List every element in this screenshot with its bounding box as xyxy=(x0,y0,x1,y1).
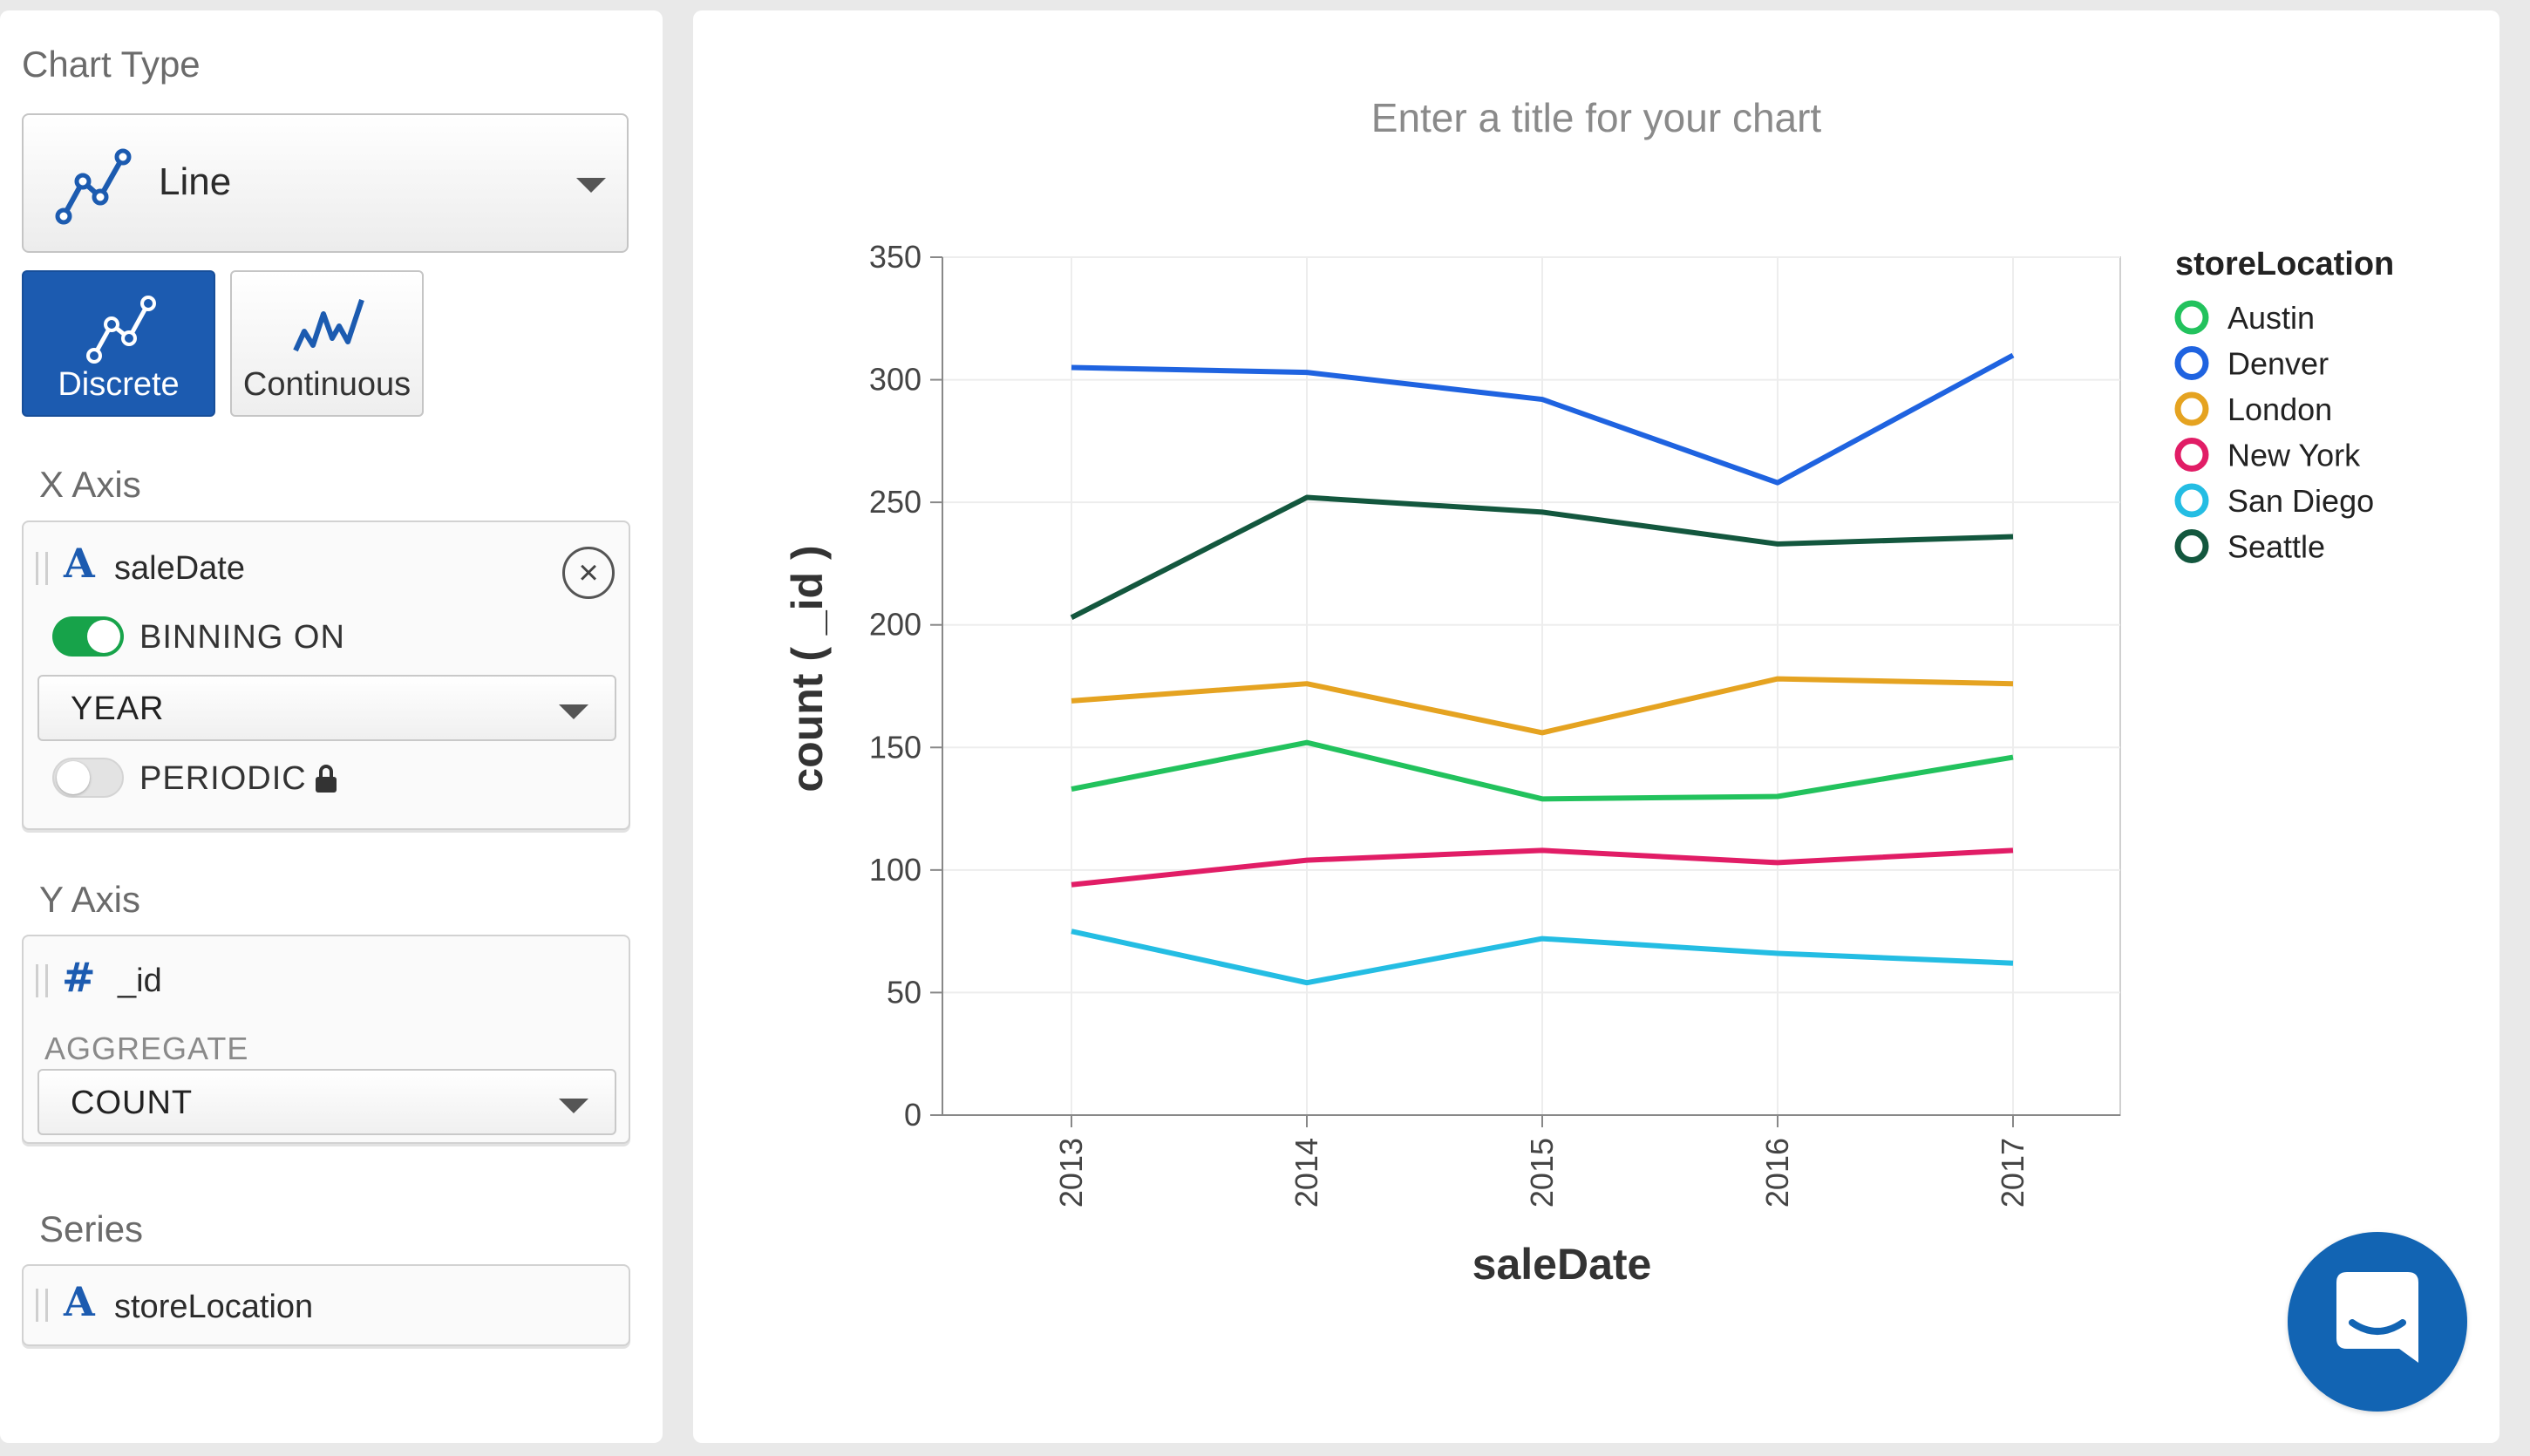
drag-handle-icon[interactable] xyxy=(36,964,48,997)
number-type-icon: # xyxy=(62,954,96,1001)
continuous-line-icon xyxy=(293,299,364,352)
legend-item-label: San Diego xyxy=(2227,483,2374,519)
bin-select-value: YEAR xyxy=(71,691,165,727)
continuous-label: Continuous xyxy=(242,366,411,403)
x-tick-label: 2015 xyxy=(1524,1138,1560,1208)
binning-toggle[interactable] xyxy=(52,616,124,657)
periodic-label: PERIODIC xyxy=(139,760,307,797)
y-tick-label: 150 xyxy=(869,729,922,765)
chart-type-heading: Chart Type xyxy=(22,44,201,85)
y-axis-title: count ( _id ) xyxy=(783,545,832,792)
x-axis-title: saleDate xyxy=(1472,1240,1652,1289)
legend-marker xyxy=(2174,529,2209,563)
line-chart: 0 50 100 150 200 250 300 350 2013 2014 2015 2016 201… xyxy=(783,239,2394,1289)
aggregate-select-value: COUNT xyxy=(71,1085,194,1121)
y-tick-label: 100 xyxy=(869,852,922,888)
chat-launcher-button[interactable] xyxy=(2288,1232,2467,1412)
y-axis-field-name: _id xyxy=(118,963,162,999)
x-axis-field-name: saleDate xyxy=(114,550,245,587)
chart-type-select[interactable]: Line xyxy=(22,113,629,253)
string-type-icon: A xyxy=(64,540,95,587)
x-tick-label: 2016 xyxy=(1759,1138,1795,1208)
chevron-down-icon xyxy=(559,1099,588,1113)
y-tick-label: 0 xyxy=(904,1097,922,1133)
y-tick-label: 350 xyxy=(869,239,922,275)
series-heading: Series xyxy=(39,1208,144,1249)
y-tick-label: 50 xyxy=(887,974,922,1010)
y-axis-field-card[interactable]: # _id AGGREGATE COUNT xyxy=(22,935,630,1144)
chart-title-input[interactable]: Enter a title for your chart xyxy=(1370,95,1822,140)
binning-label: BINNING ON xyxy=(139,619,345,656)
y-axis-heading: Y Axis xyxy=(39,879,140,920)
string-type-icon: A xyxy=(64,1278,95,1325)
bin-select[interactable]: YEAR xyxy=(37,675,616,741)
chevron-down-icon xyxy=(559,704,588,719)
drag-handle-icon[interactable] xyxy=(36,552,48,585)
chart-builder-sidebar: Chart Type Line Discrete Continuous X Ax… xyxy=(0,10,663,1443)
lock-icon xyxy=(316,765,337,793)
y-tick-label: 200 xyxy=(869,607,922,643)
discrete-mode-button[interactable]: Discrete xyxy=(22,270,215,417)
series-field-card[interactable]: A storeLocation xyxy=(22,1264,630,1346)
series-line-austin xyxy=(1071,739,2014,802)
legend-item-label: Denver xyxy=(2227,346,2329,382)
aggregate-label: AGGREGATE xyxy=(44,1031,249,1066)
legend-marker xyxy=(2174,438,2209,472)
chart-type-value: Line xyxy=(159,160,232,203)
y-tick-label: 250 xyxy=(869,484,922,520)
plot-frame xyxy=(942,256,2121,1116)
series-line-new-york xyxy=(1071,847,2014,888)
x-tick-label: 2017 xyxy=(1995,1138,2030,1208)
y-tick-label: 300 xyxy=(869,362,922,398)
legend-marker xyxy=(2174,300,2209,335)
legend-item-label: Austin xyxy=(2227,300,2315,336)
legend-item-label: New York xyxy=(2227,438,2361,473)
discrete-label: Discrete xyxy=(58,366,180,403)
x-axis-heading: X Axis xyxy=(39,464,141,505)
series-field-name: storeLocation xyxy=(114,1289,314,1325)
chevron-down-icon xyxy=(576,178,606,193)
x-tick-label: 2013 xyxy=(1053,1138,1089,1208)
legend-marker xyxy=(2174,391,2209,426)
x-tick-label: 2014 xyxy=(1289,1138,1324,1208)
aggregate-select[interactable]: COUNT xyxy=(37,1069,616,1135)
legend-marker xyxy=(2174,483,2209,518)
series-line-san-diego xyxy=(1071,929,2014,986)
series-line-seattle xyxy=(1070,494,2014,620)
discrete-line-icon xyxy=(86,296,156,364)
continuous-mode-button[interactable]: Continuous xyxy=(230,270,424,417)
line-chart-icon xyxy=(55,148,132,225)
legend-title: storeLocation xyxy=(2175,246,2394,282)
drag-handle-icon[interactable] xyxy=(36,1289,48,1322)
chart-panel: Enter a title for your chart 0 50 100 150 20… xyxy=(693,10,2499,1443)
periodic-toggle[interactable] xyxy=(52,758,124,798)
legend-item-label: Seattle xyxy=(2227,529,2325,565)
close-circle-icon[interactable]: × xyxy=(562,547,615,599)
legend-item-label: London xyxy=(2227,391,2332,427)
x-axis-field-card[interactable]: A saleDate × BINNING ON YEAR PERIODIC xyxy=(22,520,630,830)
chat-icon xyxy=(2336,1272,2418,1363)
series-line-london xyxy=(1071,676,2014,736)
legend-marker xyxy=(2174,346,2209,380)
series-line-denver xyxy=(1071,352,2015,486)
